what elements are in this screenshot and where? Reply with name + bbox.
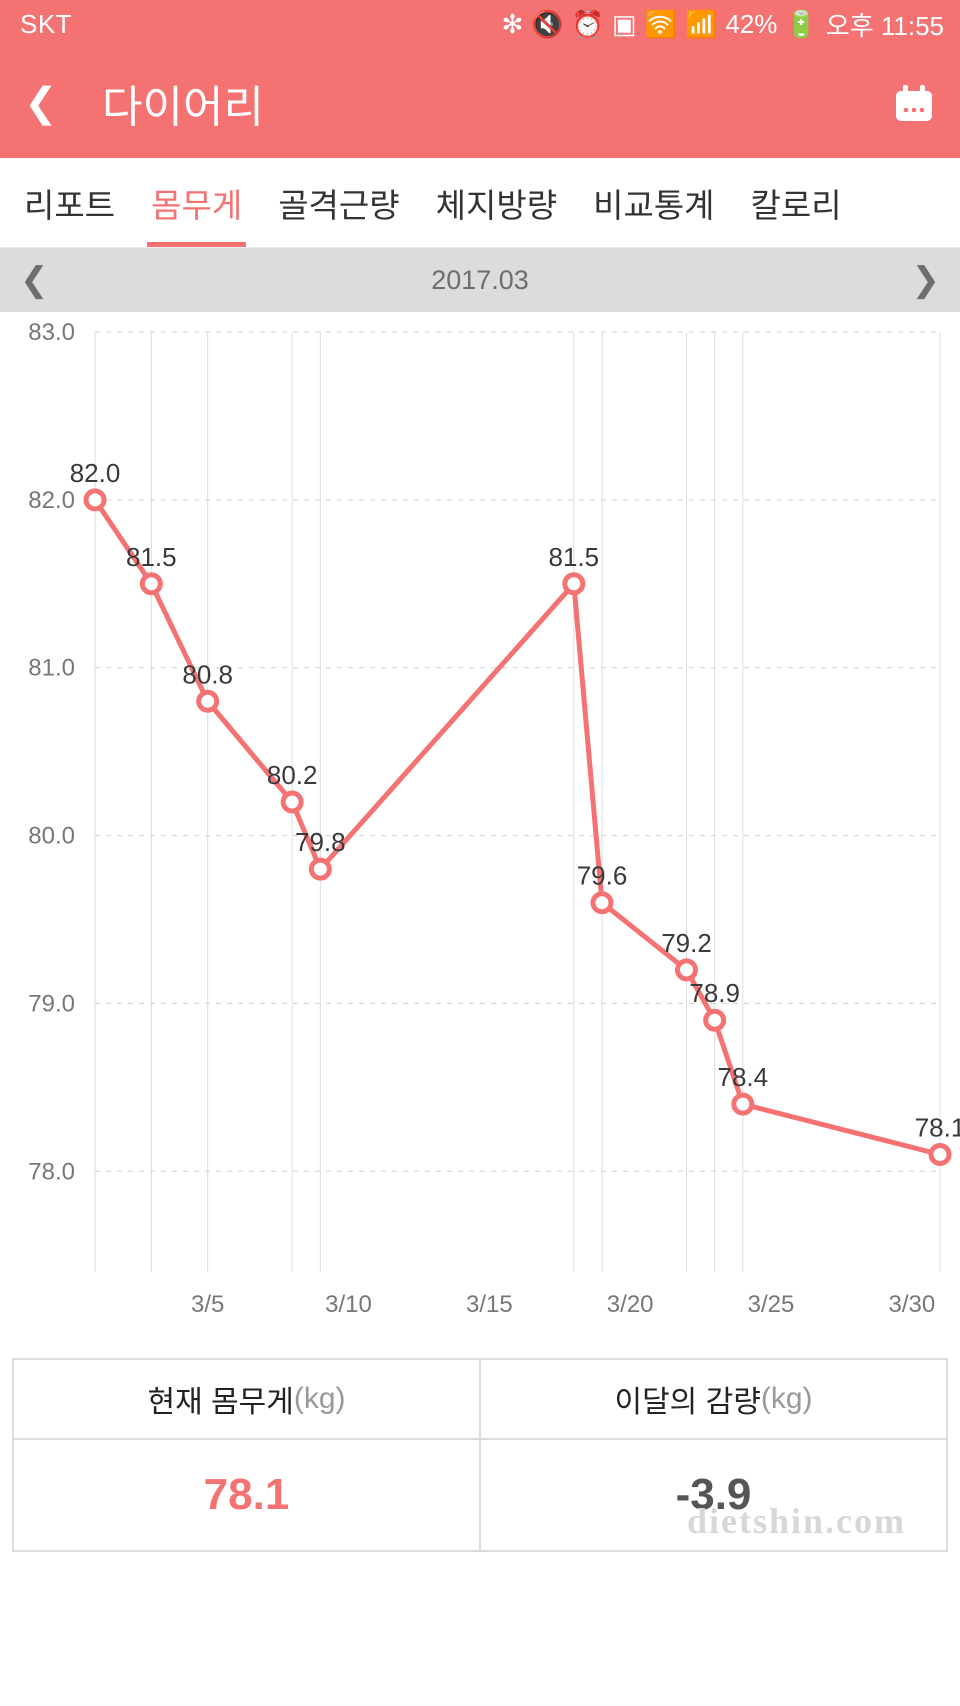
- svg-text:81.0: 81.0: [28, 655, 75, 682]
- app-bar: ❮ 다이어리: [0, 48, 960, 158]
- tab-compare[interactable]: 비교통계: [575, 158, 732, 247]
- summary-header: 현재 몸무게(kg): [14, 1360, 479, 1440]
- svg-text:3/5: 3/5: [191, 1291, 224, 1318]
- svg-text:78.1: 78.1: [915, 1113, 960, 1143]
- summary-unit: (kg): [294, 1382, 346, 1416]
- svg-text:80.0: 80.0: [28, 823, 75, 850]
- battery-pct: 42%: [725, 9, 777, 40]
- summary-current-weight: 현재 몸무게(kg) 78.1: [14, 1360, 479, 1550]
- alarm-icon: ⏰: [572, 11, 604, 37]
- svg-text:81.5: 81.5: [126, 542, 177, 572]
- svg-text:80.2: 80.2: [267, 760, 318, 790]
- tab-fat[interactable]: 체지방량: [418, 158, 575, 247]
- month-loss-text: -3.9: [676, 1470, 752, 1520]
- summary-table: 현재 몸무게(kg) 78.1 이달의 감량(kg) -3.9 dietshin…: [12, 1358, 948, 1552]
- svg-text:3/15: 3/15: [466, 1291, 513, 1318]
- month-loss-value: -3.9 dietshin.com: [481, 1440, 946, 1550]
- mute-icon: 🔇: [531, 11, 563, 37]
- svg-text:82.0: 82.0: [70, 458, 121, 488]
- svg-text:79.6: 79.6: [577, 861, 628, 891]
- svg-text:78.4: 78.4: [718, 1062, 769, 1092]
- summary-unit: (kg): [761, 1382, 813, 1416]
- tab-label: 칼로리: [751, 179, 842, 227]
- page-title: 다이어리: [102, 71, 892, 135]
- back-button[interactable]: ❮: [24, 83, 72, 123]
- calendar-icon: [892, 81, 936, 125]
- tab-label: 리포트: [24, 179, 115, 227]
- calendar-button[interactable]: [892, 81, 936, 125]
- clock: 오후 11:55: [826, 6, 944, 43]
- status-icons: ✻ 🔇 ⏰ ▣ 🛜 📶 42% 🔋 오후 11:55: [502, 6, 945, 43]
- date-label: 2017.03: [431, 265, 529, 296]
- battery-icon: 🔋: [785, 11, 817, 37]
- sim-icon: ▣: [612, 11, 637, 37]
- svg-text:79.2: 79.2: [661, 928, 712, 958]
- svg-text:78.9: 78.9: [689, 978, 740, 1008]
- chart-canvas: 78.0 79.0 80.0 81.0 82.0 83.0 3/5 3/10 3/15 3/20 3…: [0, 312, 960, 1352]
- signal-icon: 📶: [685, 11, 717, 37]
- svg-text:3/10: 3/10: [325, 1291, 372, 1318]
- tab-label: 체지방량: [436, 179, 557, 227]
- current-weight-value: 78.1: [14, 1440, 479, 1550]
- carrier-label: SKT: [20, 9, 72, 40]
- svg-text:78.0: 78.0: [28, 1158, 75, 1185]
- next-month-button[interactable]: ❯: [911, 263, 940, 297]
- tab-weight[interactable]: 몸무게: [133, 158, 260, 247]
- summary-header: 이달의 감량(kg): [481, 1360, 946, 1440]
- svg-text:80.8: 80.8: [182, 659, 233, 689]
- wifi-icon: 🛜: [645, 11, 677, 37]
- svg-text:3/25: 3/25: [748, 1291, 795, 1318]
- tab-report[interactable]: 리포트: [6, 158, 133, 247]
- svg-text:79.8: 79.8: [295, 827, 346, 857]
- tab-label: 골격근량: [278, 179, 399, 227]
- svg-text:83.0: 83.0: [28, 319, 75, 346]
- summary-header-label: 현재 몸무게: [147, 1377, 293, 1421]
- summary-header-label: 이달의 감량: [614, 1377, 760, 1421]
- weight-chart: 78.0 79.0 80.0 81.0 82.0 83.0 3/5 3/10 3/15 3/20 3…: [0, 312, 960, 1352]
- tab-calorie[interactable]: 칼로리: [733, 158, 860, 247]
- tab-label: 비교통계: [593, 179, 714, 227]
- tab-muscle[interactable]: 골격근량: [260, 158, 417, 247]
- tab-bar: 리포트 몸무게 골격근량 체지방량 비교통계 칼로리: [0, 158, 960, 248]
- svg-text:81.5: 81.5: [549, 542, 600, 572]
- svg-text:79.0: 79.0: [28, 990, 75, 1017]
- svg-text:3/30: 3/30: [888, 1291, 935, 1318]
- tab-label: 몸무게: [151, 179, 242, 227]
- summary-month-loss: 이달의 감량(kg) -3.9 dietshin.com: [479, 1360, 946, 1550]
- status-bar: SKT ✻ 🔇 ⏰ ▣ 🛜 📶 42% 🔋 오후 11:55: [0, 0, 960, 48]
- bluetooth-icon: ✻: [502, 11, 524, 37]
- svg-text:3/20: 3/20: [607, 1291, 654, 1318]
- date-navigator: ❮ 2017.03 ❯: [0, 248, 960, 312]
- svg-text:82.0: 82.0: [28, 487, 75, 514]
- prev-month-button[interactable]: ❮: [20, 263, 49, 297]
